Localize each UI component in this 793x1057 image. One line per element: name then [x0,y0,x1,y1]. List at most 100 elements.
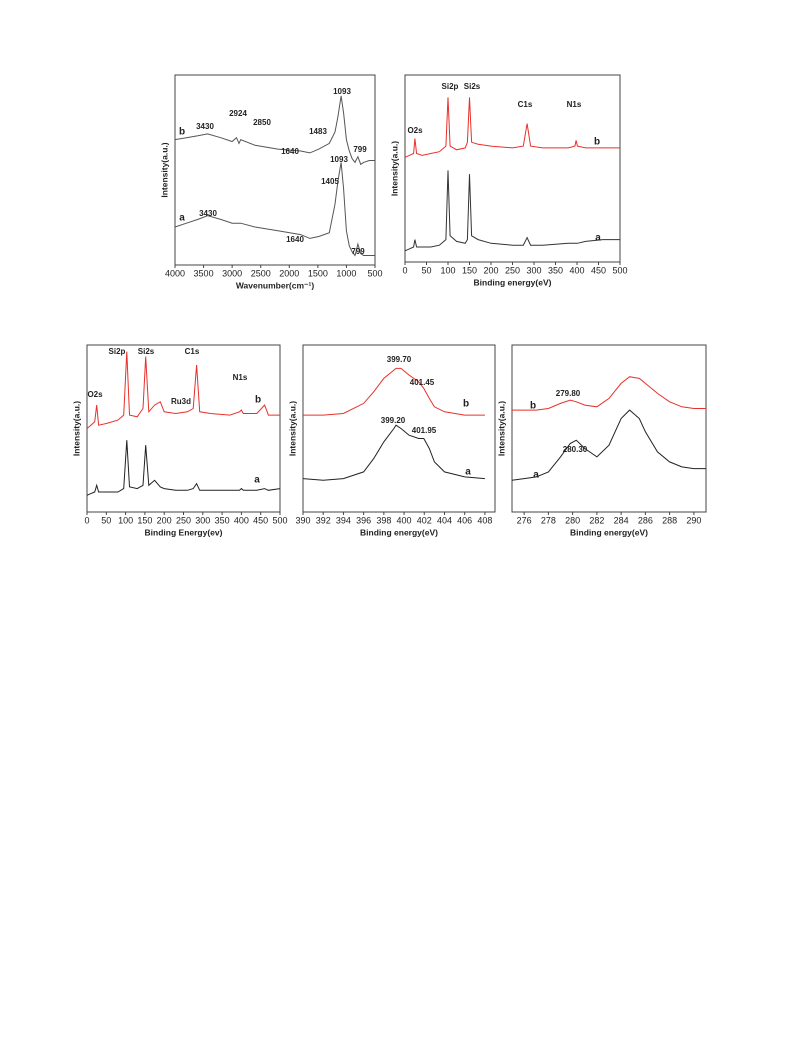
x-tick-label: 400 [569,265,584,275]
annotation: N1s [567,100,582,109]
series-label: b [463,399,469,410]
annotation: 279.80 [556,389,581,398]
y-axis-label: Intensity(a.u.) [71,401,81,456]
annotation: 799 [351,247,365,256]
plot-frame [302,344,496,513]
x-axis-label: Binding energy(eV) [570,527,648,537]
x-tick-label: 400 [397,515,412,525]
x-tick-label: 150 [462,265,477,275]
x-tick-label: 500 [612,265,627,275]
x-tick-label: 404 [437,515,452,525]
x-tick-label: 1500 [308,268,328,278]
x-tick-label: 1000 [336,268,356,278]
annotation: 799 [353,145,367,154]
x-tick-label: 394 [336,515,351,525]
x-tick-label: 200 [483,265,498,275]
x-axis-label: Binding energy(eV) [474,277,552,287]
x-tick-label: 250 [505,265,520,275]
x-tick-label: 200 [157,515,172,525]
x-tick-label: 4000 [165,268,185,278]
spectrum-line [174,95,375,166]
annotation: Si2p [442,82,459,91]
annotation: 2850 [253,118,271,127]
x-tick-label: 284 [614,515,629,525]
x-tick-label: 500 [272,515,287,525]
annotation: Si2p [109,347,126,356]
x-tick-label: 100 [440,265,455,275]
series-label: b [594,137,600,148]
x-tick-label: 282 [589,515,604,525]
y-axis-label: Intensity(a.u.) [159,142,169,197]
spectrum-line [302,424,485,481]
x-tick-label: 392 [316,515,331,525]
annotation: 1093 [330,155,348,164]
annotation: C1s [185,347,200,356]
annotation: N1s [233,373,248,382]
spectrum-line [511,409,706,481]
y-axis-label: Intensity(a.u.) [496,401,506,456]
annotation: 280.30 [563,445,588,454]
x-tick-label: 350 [548,265,563,275]
x-tick-label: 0 [84,515,89,525]
x-tick-label: 3000 [222,268,242,278]
plot-frame [404,74,621,263]
x-tick-label: 2500 [251,268,271,278]
x-tick-label: 350 [215,515,230,525]
annotation: Si2s [138,347,155,356]
x-tick-label: 400 [234,515,249,525]
series-label: a [465,467,471,478]
x-tick-label: 450 [253,515,268,525]
annotation: 1093 [333,87,351,96]
x-tick-label: 276 [517,515,532,525]
series-label: a [254,475,260,486]
x-tick-label: 150 [137,515,152,525]
x-tick-label: 50 [101,515,111,525]
annotation: 3430 [199,209,217,218]
x-tick-label: 406 [457,515,472,525]
spectrum-line [303,367,485,416]
x-axis-label: Binding energy(eV) [360,527,438,537]
series-label: a [533,470,539,481]
y-axis-label: Intensity(a.u.) [287,401,297,456]
x-tick-label: 300 [526,265,541,275]
x-tick-label: 2000 [279,268,299,278]
annotation: 2924 [229,109,247,118]
x-tick-label: 408 [477,515,492,525]
x-tick-label: 100 [118,515,133,525]
annotation: 399.70 [387,355,412,364]
spectrum-line [86,351,280,429]
x-tick-label: 290 [686,515,701,525]
annotation: 401.95 [412,426,437,435]
spectrum-line [404,97,620,158]
x-tick-label: 402 [417,515,432,525]
x-tick-label: 0 [402,265,407,275]
annotation: 399.20 [381,416,406,425]
annotation: Ru3d [171,397,191,406]
series-label: a [179,213,185,224]
annotation: Si2s [464,82,481,91]
spectrum-line [86,440,281,496]
x-tick-label: 288 [662,515,677,525]
x-axis-label: Binding Energy(ev) [145,527,223,537]
series-label: a [595,233,601,244]
x-tick-label: 500 [367,268,382,278]
x-axis-label: Wavenumber(cm⁻¹) [236,280,314,290]
x-tick-label: 450 [591,265,606,275]
spectrum-line [512,376,706,411]
annotation: O2s [87,390,103,399]
x-tick-label: 396 [356,515,371,525]
annotation: 3430 [196,122,214,131]
x-tick-label: 390 [295,515,310,525]
annotation: 1405 [321,177,339,186]
plot-frame [86,344,281,513]
x-tick-label: 280 [565,515,580,525]
annotation: 1640 [286,235,304,244]
series-label: b [179,127,185,138]
x-tick-label: 286 [638,515,653,525]
annotation: 1483 [309,127,327,136]
plot-frame [511,344,707,513]
x-tick-label: 50 [421,265,431,275]
annotation: C1s [518,100,533,109]
annotation: 401.45 [410,378,435,387]
